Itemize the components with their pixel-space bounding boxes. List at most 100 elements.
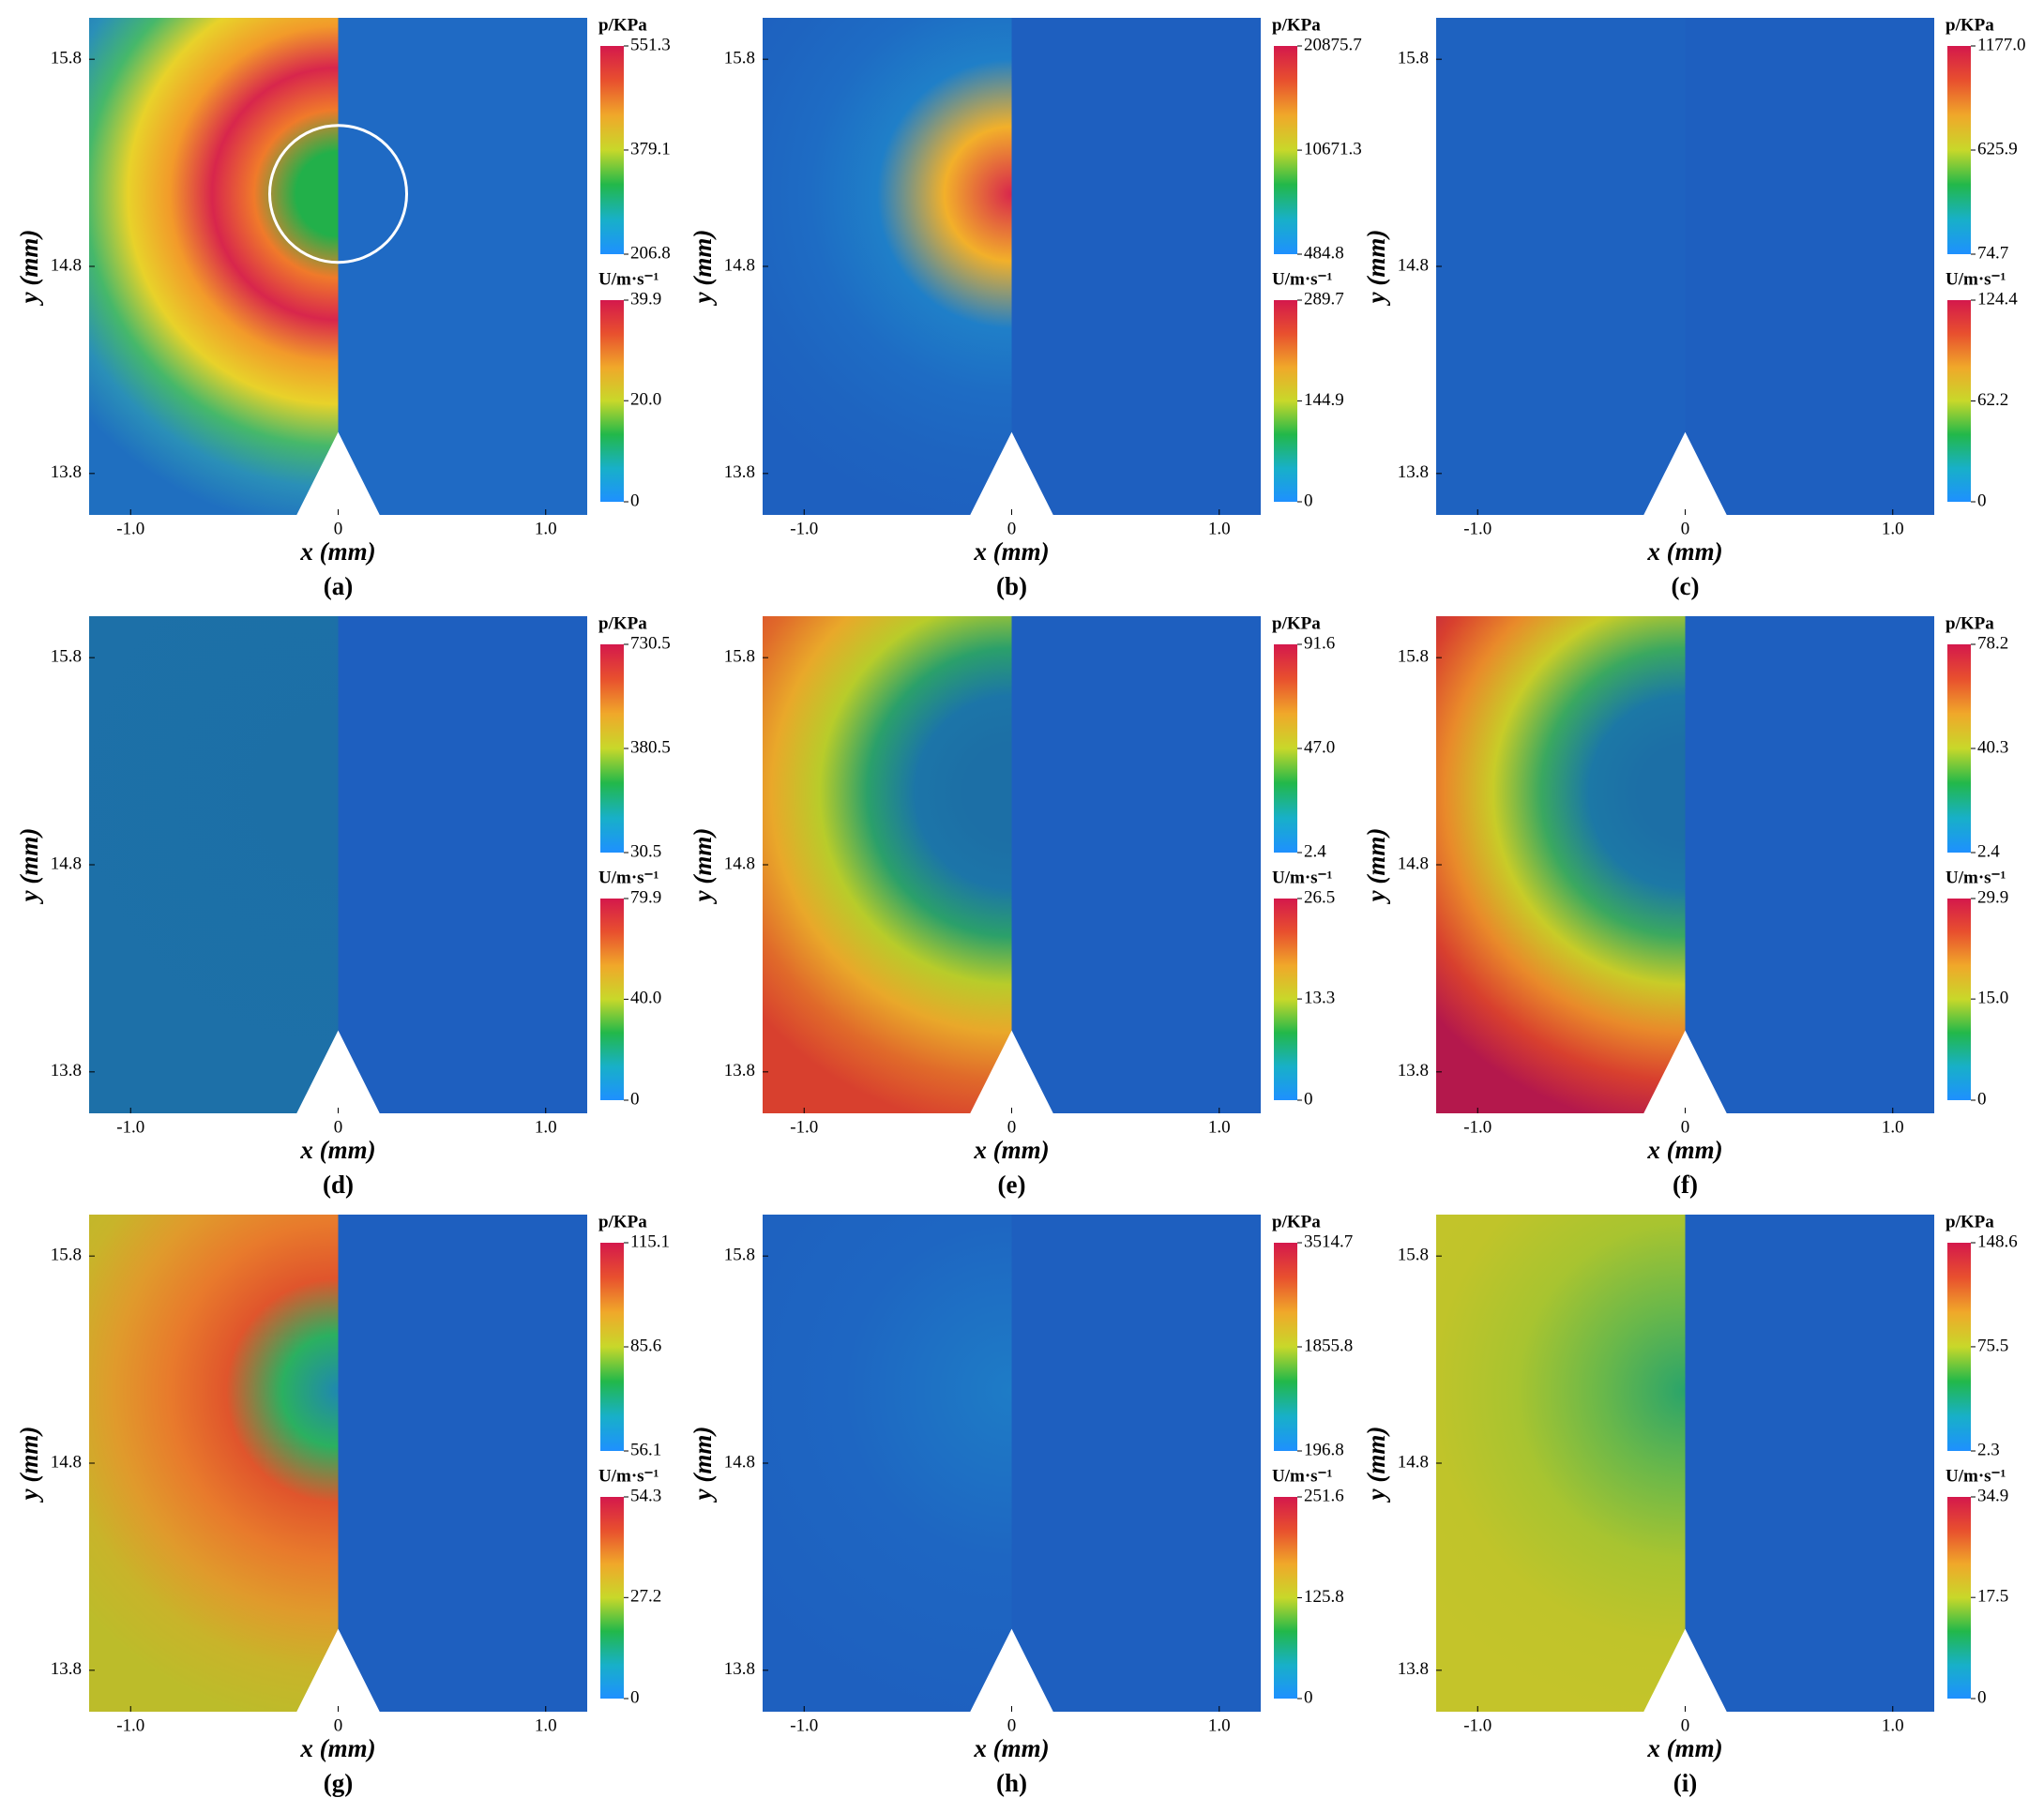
colorbar <box>600 1497 624 1699</box>
colorbar-tick-label: 1855.8 <box>1304 1336 1353 1355</box>
x-tick-label: 1.0 <box>1208 1117 1231 1137</box>
y-tick-label: 14.8 <box>724 1452 755 1472</box>
y-tick-label: 13.8 <box>51 1659 82 1679</box>
x-tick-label: 1.0 <box>535 1715 557 1735</box>
pressure-field <box>1436 1215 1686 1712</box>
colorbar-title: U/m·s⁻¹ <box>598 868 659 887</box>
panel: -1.0 0 1.0 13.8 14.8 15.8 x (mm) y (mm) (i) p/KPa… <box>1362 1212 2018 1797</box>
x-tick-label: 0 <box>1681 519 1690 538</box>
y-tick-label: 15.8 <box>724 49 755 68</box>
velocity-field <box>338 1215 587 1712</box>
x-tick-label: 0 <box>1681 1715 1690 1735</box>
y-tick-label: 14.8 <box>1398 255 1429 275</box>
x-tick-label: 1.0 <box>1882 1715 1904 1735</box>
y-tick-label: 15.8 <box>724 1246 755 1265</box>
x-tick-label: 1.0 <box>1208 1715 1231 1735</box>
x-axis-label: x (mm) <box>1646 1136 1722 1164</box>
velocity-field <box>1011 616 1261 1113</box>
pressure-field <box>89 1215 339 1712</box>
x-tick-label: 0 <box>1007 519 1017 538</box>
colorbar-tick-label: 0 <box>630 491 640 510</box>
y-axis-label: y (mm) <box>1362 828 1390 905</box>
colorbar-tick-label: 47.0 <box>1304 737 1335 757</box>
colorbar <box>600 300 624 502</box>
nozzle-tip <box>296 1628 380 1712</box>
colorbar-tick-label: 74.7 <box>1977 243 2008 263</box>
colorbar-tick-label: 0 <box>1977 1687 1987 1707</box>
colorbar-tick-label: 30.5 <box>630 841 661 861</box>
colorbar-tick-label: 0 <box>1304 1687 1313 1707</box>
colorbar <box>1274 1497 1297 1699</box>
colorbar-tick-label: 380.5 <box>630 737 671 757</box>
y-axis-label: y (mm) <box>15 1427 43 1503</box>
pressure-field <box>763 18 1012 515</box>
colorbar-tick-label: 124.4 <box>1977 289 2018 309</box>
colorbar-tick-label: 625.9 <box>1977 139 2018 159</box>
colorbar-tick-label: 730.5 <box>630 633 671 653</box>
pressure-field <box>763 1215 1012 1712</box>
colorbar-title: U/m·s⁻¹ <box>1272 1466 1332 1486</box>
colorbar-tick-label: 125.8 <box>1304 1587 1344 1607</box>
y-tick-label: 14.8 <box>1398 1452 1429 1472</box>
y-tick-label: 13.8 <box>51 462 82 482</box>
colorbar <box>1274 899 1297 1100</box>
colorbar <box>1274 46 1297 254</box>
panel-label: (b) <box>996 572 1027 600</box>
colorbar-tick-label: 29.9 <box>1977 887 2008 907</box>
y-tick-label: 13.8 <box>724 1061 755 1080</box>
y-tick-label: 15.8 <box>1398 1246 1429 1265</box>
panel: -1.0 0 1.0 13.8 14.8 15.8 x (mm) y (mm) (h) p/KPa… <box>689 1212 1353 1797</box>
colorbar-tick-label: 551.3 <box>630 35 671 54</box>
x-axis-label: x (mm) <box>973 1136 1049 1164</box>
colorbar-tick-label: 206.8 <box>630 243 671 263</box>
y-tick-label: 15.8 <box>51 49 82 68</box>
colorbar-tick-label: 0 <box>630 1687 640 1707</box>
x-axis-label: x (mm) <box>973 1734 1049 1762</box>
y-tick-label: 14.8 <box>1398 854 1429 873</box>
colorbar-title: U/m·s⁻¹ <box>1272 868 1332 887</box>
colorbar <box>1947 1497 1971 1699</box>
x-axis-label: x (mm) <box>299 537 375 566</box>
colorbar-tick-label: 85.6 <box>630 1336 661 1355</box>
colorbar <box>1947 300 1971 502</box>
y-tick-label: 13.8 <box>1398 1659 1429 1679</box>
velocity-field <box>1685 616 1934 1113</box>
colorbar-title: U/m·s⁻¹ <box>1946 1466 2006 1486</box>
x-tick-label: 1.0 <box>1882 1117 1904 1137</box>
pressure-field <box>1436 18 1686 515</box>
x-tick-label: 1.0 <box>1208 519 1231 538</box>
colorbar <box>600 46 624 254</box>
y-tick-label: 15.8 <box>1398 49 1429 68</box>
colorbar <box>1947 644 1971 853</box>
colorbar-tick-label: 15.0 <box>1977 988 2008 1007</box>
pressure-field <box>89 616 339 1113</box>
nozzle-tip <box>296 431 380 515</box>
velocity-field <box>1011 18 1261 515</box>
colorbar-tick-label: 40.3 <box>1977 737 2008 757</box>
panel: -1.0 0 1.0 13.8 14.8 15.8 x (mm) y (mm) (d) p/KPa… <box>15 613 671 1199</box>
y-axis-label: y (mm) <box>1362 230 1390 307</box>
colorbar-tick-label: 2.4 <box>1977 841 2000 861</box>
x-tick-label: 1.0 <box>1882 519 1904 538</box>
x-tick-label: 0 <box>1007 1117 1017 1137</box>
panel-label: (d) <box>323 1171 354 1199</box>
colorbar-tick-label: 79.9 <box>630 887 661 907</box>
velocity-field <box>338 616 587 1113</box>
y-tick-label: 15.8 <box>724 647 755 667</box>
colorbar-tick-label: 17.5 <box>1977 1587 2008 1607</box>
y-axis-label: y (mm) <box>15 828 43 905</box>
colorbar-tick-label: 2.3 <box>1977 1440 2000 1459</box>
colorbar-tick-label: 289.7 <box>1304 289 1344 309</box>
y-tick-label: 15.8 <box>1398 647 1429 667</box>
colorbar-title: p/KPa <box>598 613 647 633</box>
colorbar <box>600 644 624 853</box>
y-tick-label: 14.8 <box>51 255 82 275</box>
nozzle-tip <box>1643 1030 1727 1113</box>
x-tick-label: 0 <box>334 519 343 538</box>
colorbar-title: p/KPa <box>1272 613 1321 633</box>
x-tick-label: -1.0 <box>116 519 144 538</box>
y-axis-label: y (mm) <box>15 230 43 307</box>
x-tick-label: -1.0 <box>116 1117 144 1137</box>
y-tick-label: 15.8 <box>51 1246 82 1265</box>
panel: -1.0 0 1.0 13.8 14.8 15.8 x (mm) y (mm) (g) p/KPa… <box>15 1212 670 1797</box>
